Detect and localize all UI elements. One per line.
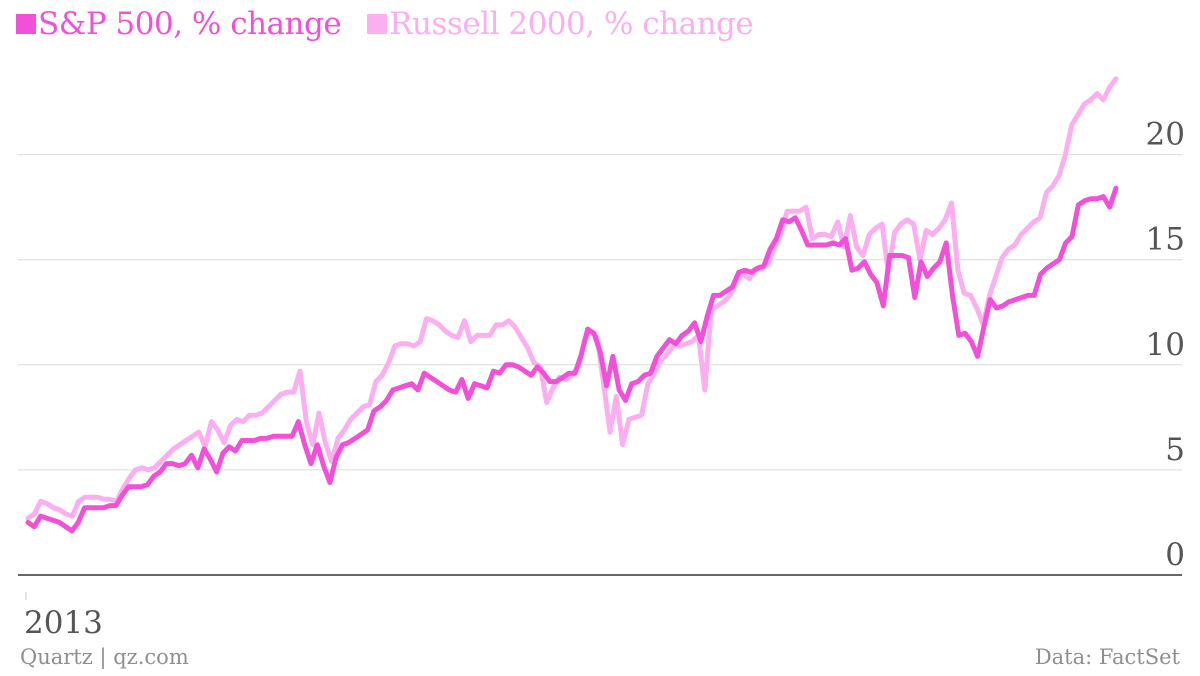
footer-data-credit: Data: FactSet: [1034, 645, 1180, 669]
y-tick-label-10: 10: [1146, 327, 1185, 363]
legend-swatch-sp500: [16, 14, 36, 34]
y-tick-label-0: 0: [1165, 537, 1185, 573]
legend-label-sp500: S&P 500, % change: [38, 6, 342, 42]
legend-swatch-russell2000: [367, 14, 388, 34]
y-tick-label-15: 15: [1146, 222, 1185, 258]
y-tick-label-20: 20: [1146, 117, 1185, 153]
legend-label-russell2000: Russell 2000, % change: [389, 6, 754, 42]
chart-legend: S&P 500, % change Russell 2000, % change: [16, 4, 779, 44]
series-line-sp500: [25, 185, 1119, 534]
y-tick-label-5: 5: [1165, 432, 1185, 468]
legend-item-russell2000[interactable]: Russell 2000, % change: [367, 6, 754, 42]
legend-item-sp500[interactable]: S&P 500, % change: [16, 6, 342, 42]
x-tick-label: 2013: [24, 605, 103, 641]
footer-source: Quartz | qz.com: [20, 645, 189, 669]
